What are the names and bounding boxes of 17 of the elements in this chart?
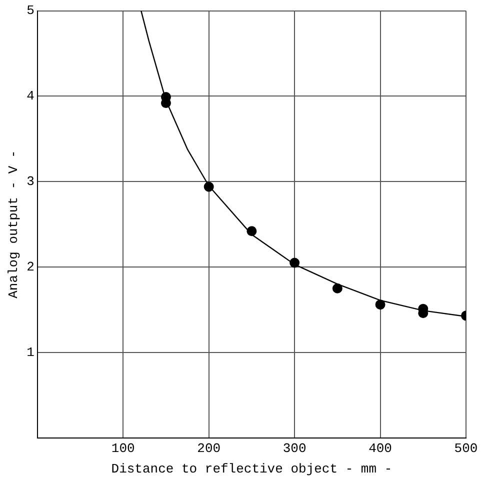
x-tick-label: 200 (197, 441, 221, 456)
x-tick-label: 100 (111, 441, 135, 456)
x-tick-label: 300 (282, 441, 306, 456)
x-tick-label: 500 (454, 441, 478, 456)
point (332, 283, 342, 294)
point (246, 226, 257, 236)
y-tick-label: 1 (26, 344, 35, 360)
y-tick-label: 2 (26, 259, 34, 274)
x-tick-label: 400 (368, 441, 392, 456)
y-tick-label: 4 (26, 88, 35, 104)
x-axis-title: Distance to reflective object - mm - (111, 462, 392, 477)
point (204, 182, 214, 192)
point (290, 258, 300, 268)
point (375, 300, 386, 310)
y-tick-label: 3 (26, 174, 34, 190)
y-axis-title: Analog output - V - (6, 150, 22, 298)
y-tick-label: 5 (26, 3, 34, 18)
